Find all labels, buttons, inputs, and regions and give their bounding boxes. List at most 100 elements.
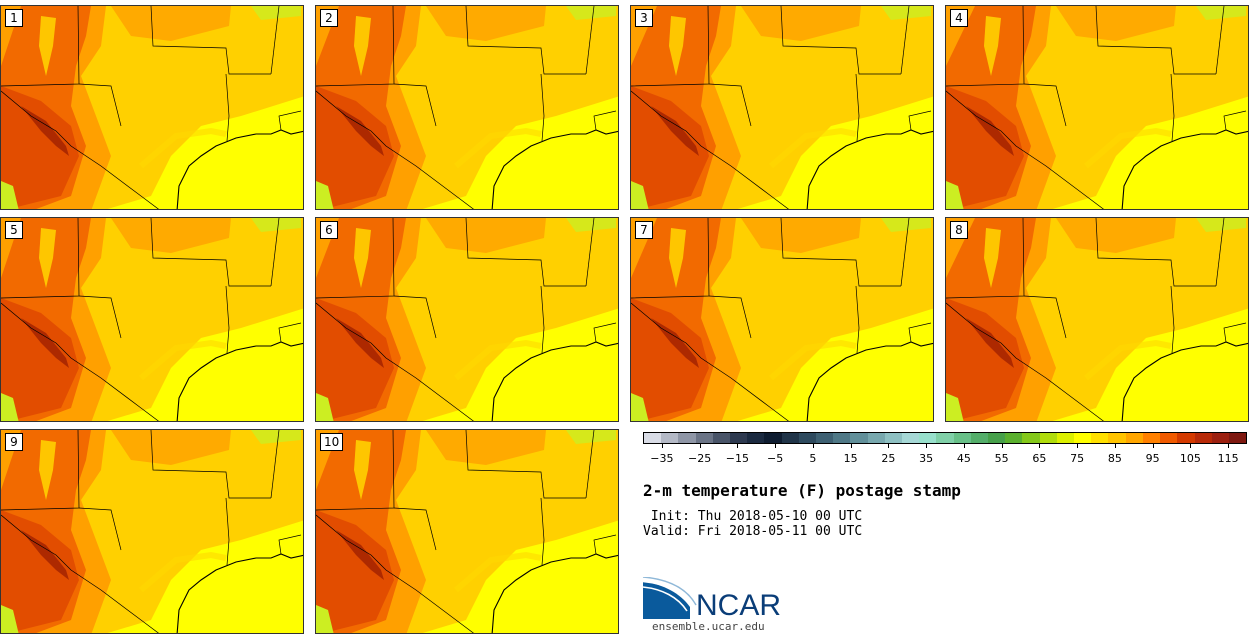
temperature-colorbar bbox=[643, 432, 1247, 444]
colorbar-tick-label: 5 bbox=[809, 452, 817, 465]
member-number-label: 8 bbox=[950, 221, 968, 239]
valid-time: Valid: Fri 2018-05-11 00 UTC bbox=[643, 524, 863, 539]
colorbar-tick bbox=[1077, 444, 1079, 448]
colorbar-cell bbox=[1108, 433, 1126, 443]
colorbar-tick bbox=[1152, 444, 1154, 448]
colorbar-tick bbox=[1001, 444, 1003, 448]
colorbar-tick bbox=[661, 444, 663, 448]
colorbar-cell bbox=[678, 433, 696, 443]
colorbar-cell bbox=[747, 433, 765, 443]
colorbar-ticks: −35 −25 −15 −5 5 15 25 35 45 55 65 75 85 95 105 115 bbox=[643, 444, 1247, 465]
ncar-logo: NCAR bbox=[642, 577, 781, 621]
colorbar-tick-label: −5 bbox=[767, 452, 784, 465]
colorbar-tick bbox=[812, 444, 814, 448]
colorbar-cell bbox=[816, 433, 834, 443]
colorbar-cell bbox=[936, 433, 954, 443]
colorbar-tick-label: −15 bbox=[725, 452, 749, 465]
chart-title: 2-m temperature (F) postage stamp bbox=[643, 481, 961, 500]
member-number-label: 3 bbox=[635, 9, 653, 27]
member-panel-2[interactable]: 2 bbox=[315, 5, 619, 210]
temperature-map bbox=[1, 218, 303, 421]
colorbar-tick-label: 115 bbox=[1217, 452, 1239, 465]
colorbar-cell bbox=[1022, 433, 1040, 443]
member-panel-10[interactable]: 10 bbox=[315, 429, 619, 634]
colorbar-tick-label: 45 bbox=[956, 452, 971, 465]
member-panel-8[interactable]: 8 bbox=[945, 217, 1249, 422]
colorbar-tick-label: 25 bbox=[881, 452, 896, 465]
colorbar-cell bbox=[695, 433, 713, 443]
member-panel-7[interactable]: 7 bbox=[630, 217, 934, 422]
colorbar-cell bbox=[1005, 433, 1023, 443]
member-number-label: 6 bbox=[320, 221, 338, 239]
colorbar-cell bbox=[1142, 433, 1161, 443]
temperature-map bbox=[316, 430, 618, 633]
colorbar-tick bbox=[1190, 444, 1192, 448]
member-number-label: 4 bbox=[950, 9, 968, 27]
colorbar-cell bbox=[867, 433, 885, 443]
colorbar-tick bbox=[699, 444, 701, 448]
member-number-label: 5 bbox=[5, 221, 23, 239]
temperature-map bbox=[1, 6, 303, 209]
colorbar-tick bbox=[850, 444, 852, 448]
colorbar-cell bbox=[1194, 433, 1212, 443]
ncar-url[interactable]: ensemble.ucar.edu bbox=[652, 620, 765, 633]
colorbar-cell bbox=[1228, 433, 1247, 443]
colorbar-cell bbox=[919, 433, 937, 443]
colorbar-cell bbox=[1056, 433, 1075, 443]
temperature-map bbox=[946, 6, 1248, 209]
temperature-map bbox=[316, 218, 618, 421]
colorbar-tick-label: −35 bbox=[650, 452, 674, 465]
member-panel-6[interactable]: 6 bbox=[315, 217, 619, 422]
colorbar-tick bbox=[888, 444, 890, 448]
colorbar-tick-label: 65 bbox=[1032, 452, 1047, 465]
temperature-map bbox=[316, 6, 618, 209]
colorbar-cell bbox=[1074, 433, 1092, 443]
member-panel-1[interactable]: 1 bbox=[0, 5, 304, 210]
colorbar-cell bbox=[902, 433, 920, 443]
colorbar-cell bbox=[850, 433, 868, 443]
member-number-label: 1 bbox=[5, 9, 23, 27]
colorbar-tick bbox=[737, 444, 739, 448]
colorbar-tick-label: 105 bbox=[1179, 452, 1201, 465]
colorbar-cell bbox=[988, 433, 1006, 443]
member-panel-4[interactable]: 4 bbox=[945, 5, 1249, 210]
colorbar-cell bbox=[1039, 433, 1057, 443]
member-panel-5[interactable]: 5 bbox=[0, 217, 304, 422]
colorbar-cell bbox=[730, 433, 748, 443]
colorbar-cell bbox=[884, 433, 903, 443]
colorbar-tick bbox=[775, 444, 777, 448]
colorbar-cell bbox=[1160, 433, 1178, 443]
colorbar-tick bbox=[963, 444, 965, 448]
temperature-map bbox=[631, 6, 933, 209]
member-number-label: 7 bbox=[635, 221, 653, 239]
colorbar-cell bbox=[764, 433, 782, 443]
member-number-label: 10 bbox=[320, 433, 344, 451]
colorbar-cell bbox=[953, 433, 971, 443]
colorbar-tick-label: −25 bbox=[688, 452, 712, 465]
colorbar-tick bbox=[1228, 444, 1230, 448]
colorbar-tick bbox=[926, 444, 928, 448]
init-time: Init: Thu 2018-05-10 00 UTC bbox=[643, 509, 863, 524]
colorbar-cell bbox=[1211, 433, 1229, 443]
colorbar-cell bbox=[798, 433, 817, 443]
colorbar-tick-label: 15 bbox=[843, 452, 858, 465]
colorbar-cell bbox=[970, 433, 989, 443]
colorbar-tick-label: 35 bbox=[919, 452, 934, 465]
temperature-map bbox=[1, 430, 303, 633]
colorbar-cell bbox=[833, 433, 851, 443]
colorbar-cell bbox=[661, 433, 679, 443]
colorbar-tick-label: 95 bbox=[1145, 452, 1160, 465]
colorbar-cell bbox=[1177, 433, 1195, 443]
colorbar-cell bbox=[781, 433, 799, 443]
colorbar-tick bbox=[1039, 444, 1041, 448]
ncar-logo-text: NCAR bbox=[696, 589, 781, 621]
colorbar-tick-label: 85 bbox=[1107, 452, 1122, 465]
colorbar-tick bbox=[1114, 444, 1116, 448]
colorbar-tick-label: 75 bbox=[1070, 452, 1085, 465]
member-panel-3[interactable]: 3 bbox=[630, 5, 934, 210]
colorbar-cell bbox=[644, 433, 662, 443]
colorbar-cell bbox=[1091, 433, 1109, 443]
temperature-map bbox=[946, 218, 1248, 421]
member-number-label: 2 bbox=[320, 9, 338, 27]
member-panel-9[interactable]: 9 bbox=[0, 429, 304, 634]
